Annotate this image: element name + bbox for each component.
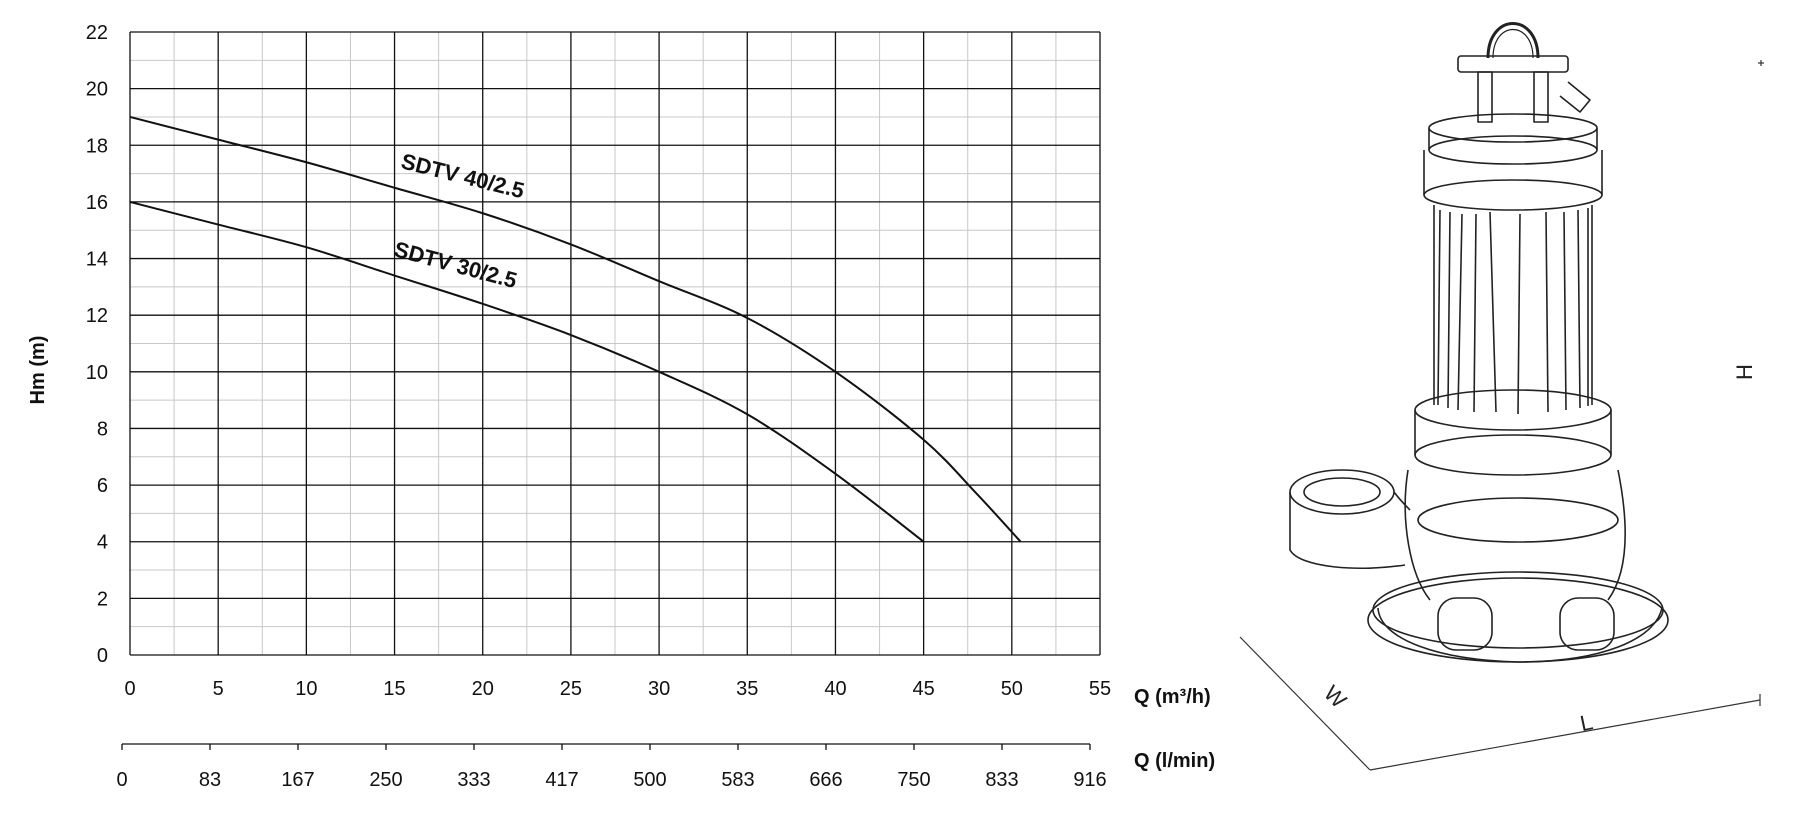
x-tick-label: 55 — [1089, 678, 1111, 700]
x-tick-label: 10 — [295, 678, 317, 700]
x2-tick-label: 167 — [281, 769, 314, 791]
x2-tick-label: 417 — [545, 769, 578, 791]
x-tick-label: 50 — [1001, 678, 1023, 700]
y-tick-label: 10 — [86, 362, 108, 384]
chart-curves — [129, 115, 1022, 543]
y-tick-label: 6 — [97, 475, 108, 497]
x-axis-title: Q (m³/h) — [1134, 686, 1211, 708]
x-tick-label: 0 — [124, 678, 135, 700]
series-label-1: SDTV 30/2.5 — [391, 236, 519, 293]
y-tick-label: 14 — [86, 249, 108, 271]
pump-illustration — [1289, 22, 1669, 663]
x-tick-label: 5 — [213, 678, 224, 700]
y-tick-label: 2 — [97, 588, 108, 610]
x2-tick-label: 666 — [809, 769, 842, 791]
x-tick-label: 20 — [472, 678, 494, 700]
dimension-h-label: H — [1732, 364, 1757, 380]
x-tick-label: 45 — [913, 678, 935, 700]
y-axis-title: Hm (m) — [27, 336, 49, 405]
x2-axis-title: Q (l/min) — [1134, 750, 1215, 772]
y-tick-label: 16 — [86, 192, 108, 214]
x2-tick-label: 83 — [199, 769, 221, 791]
x2-tick-label: 750 — [897, 769, 930, 791]
y-tick-label: 8 — [97, 418, 108, 440]
dimension-l-label: L — [1578, 709, 1595, 736]
chart-labels: 0 2 4 6 8 10 12 14 16 18 20 22 0 5 10 15 20 25 30 35 40 45 50 5… — [86, 22, 1111, 791]
chart-grid — [129, 31, 1101, 656]
dimension-w-label: W — [1319, 681, 1352, 714]
x2-tick-label: 916 — [1073, 769, 1106, 791]
x-tick-label: 30 — [648, 678, 670, 700]
y-tick-label: 4 — [97, 532, 108, 554]
x-tick-label: 40 — [824, 678, 846, 700]
y-tick-label: 12 — [86, 305, 108, 327]
x2-tick-label: 833 — [985, 769, 1018, 791]
x-tick-label: 35 — [736, 678, 758, 700]
x2-tick-label: 583 — [721, 769, 754, 791]
x2-tick-label: 250 — [369, 769, 402, 791]
dimension-lines — [1239, 60, 1764, 771]
y-tick-label: 20 — [86, 79, 108, 101]
x-tick-label: 15 — [383, 678, 405, 700]
x-tick-label: 25 — [560, 678, 582, 700]
series-line-0 — [129, 115, 1022, 543]
y-tick-label: 0 — [97, 645, 108, 667]
x2-tick-label: 333 — [457, 769, 490, 791]
series-line-1 — [129, 200, 925, 543]
x2-tick-label: 500 — [633, 769, 666, 791]
y-tick-label: 18 — [86, 135, 108, 157]
y-tick-label: 22 — [86, 22, 108, 44]
x2-tick-label: 0 — [116, 769, 127, 791]
